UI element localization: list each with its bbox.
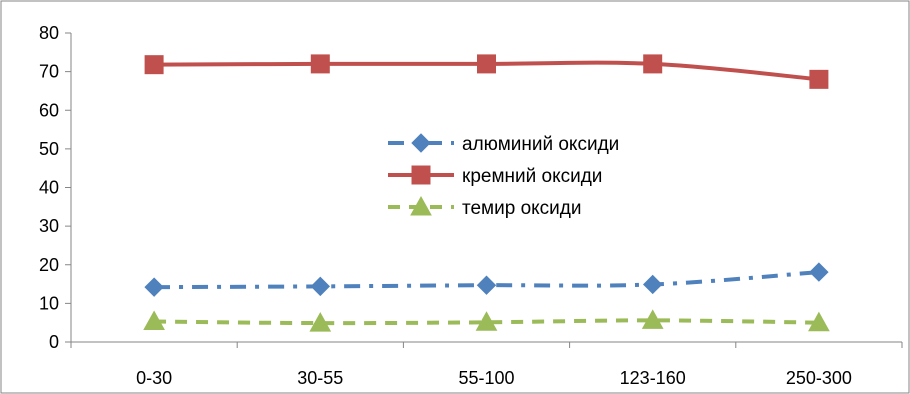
data-point — [475, 311, 498, 331]
data-point — [477, 54, 496, 74]
legend-label: алюминий оксиди — [462, 134, 619, 155]
data-point — [310, 54, 330, 74]
x-tick-label: 250-300 — [786, 368, 852, 388]
data-point — [309, 312, 332, 332]
legend-entry: алюминий оксиди — [388, 133, 619, 155]
x-tick-label: 123-160 — [620, 368, 686, 388]
series-2 — [144, 54, 829, 89]
data-point — [144, 55, 164, 75]
data-point — [641, 309, 664, 329]
x-tick-label: 30-55 — [297, 368, 343, 388]
data-point — [143, 310, 165, 331]
legend: алюминий оксиди кремний оксиди темир оксид… — [388, 133, 619, 219]
data-point — [808, 311, 830, 332]
y-tick-label: 0 — [49, 332, 59, 352]
y-tick-label: 10 — [39, 293, 59, 313]
data-point — [476, 275, 497, 295]
data-point — [809, 262, 829, 282]
legend-marker — [411, 133, 431, 153]
data-point — [144, 277, 164, 297]
y-tick-label: 20 — [39, 255, 59, 275]
data-point — [310, 276, 331, 297]
series-3 — [143, 309, 830, 332]
y-tick-label: 40 — [39, 178, 59, 198]
series-line — [154, 318, 819, 326]
y-tick-label: 30 — [39, 216, 59, 236]
series-layer — [143, 54, 830, 332]
legend-marker — [411, 165, 431, 185]
data-point — [809, 69, 829, 89]
axes: 0 10 20 30 40 50 60 70 80 0-30 30-55 55-100 123-160 2… — [39, 23, 903, 388]
legend-entry: темир оксиди — [388, 195, 581, 219]
legend-entry: кремний оксиди — [388, 165, 602, 187]
legend-marker — [410, 195, 432, 216]
y-tick-label: 80 — [39, 23, 59, 43]
legend-label: темир оксиди — [462, 198, 581, 219]
x-tick-label: 0-30 — [136, 368, 172, 388]
y-tick-label: 70 — [39, 62, 59, 82]
data-point — [642, 274, 663, 295]
series-1 — [144, 262, 829, 297]
data-point — [643, 54, 663, 74]
x-tick-label: 55-100 — [458, 368, 514, 388]
legend-label: кремний оксиди — [462, 166, 602, 187]
y-tick-label: 60 — [39, 100, 59, 120]
y-tick-label: 50 — [39, 139, 59, 159]
